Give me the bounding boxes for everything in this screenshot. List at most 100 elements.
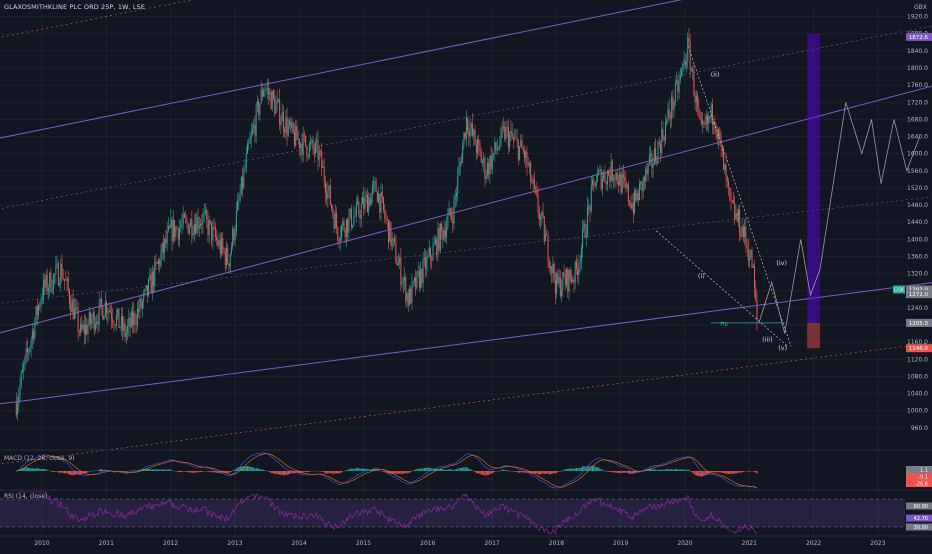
candle-body [361, 204, 362, 218]
macd-histogram-bar [655, 470, 656, 471]
macd-histogram-bar [451, 470, 452, 471]
candle-body [331, 205, 332, 209]
candle-body [684, 60, 685, 64]
candle-body [251, 134, 252, 140]
x-tick-label: 2022 [806, 540, 821, 547]
candle-body [457, 175, 458, 194]
macd-histogram-bar [268, 471, 269, 472]
candle-body [533, 179, 534, 183]
candle-body [706, 116, 707, 125]
candle-body [189, 227, 190, 233]
candle-body [183, 214, 184, 223]
candle-body [316, 140, 317, 142]
candle-body [366, 195, 367, 197]
wave-label: (iii) [762, 335, 773, 343]
candle-body [357, 202, 358, 204]
macd-histogram-bar [523, 471, 524, 472]
candle-body [723, 151, 724, 170]
candle-body [695, 95, 696, 102]
macd-histogram-bar [729, 471, 730, 474]
candle-body [478, 140, 479, 145]
macd-histogram-bar [577, 468, 578, 471]
macd-histogram-bar [492, 471, 493, 473]
macd-histogram-bar [44, 469, 45, 471]
macd-histogram-bar [740, 471, 741, 473]
macd-histogram-bar [732, 471, 733, 474]
macd-histogram-bar [573, 469, 574, 471]
candle-body [130, 318, 131, 327]
candle-body [534, 179, 535, 187]
macd-histogram-bar [682, 469, 683, 471]
candle-body [372, 186, 373, 194]
macd-histogram-bar [329, 471, 330, 473]
macd-histogram-bar [41, 469, 42, 471]
candle-body [484, 158, 485, 179]
candle-body [541, 212, 542, 216]
candle-body [754, 266, 755, 287]
candle-body [560, 277, 561, 296]
candle-body [440, 224, 441, 250]
macd-histogram-bar [325, 471, 326, 473]
candle-body [734, 203, 735, 219]
macd-histogram-bar [149, 469, 150, 471]
candle-body [530, 163, 531, 183]
candle-body [245, 168, 246, 170]
candle-body [204, 212, 205, 214]
candle-body [591, 185, 592, 211]
macd-histogram-bar [228, 471, 229, 473]
macd-histogram-bar [619, 471, 620, 473]
candle-body [444, 230, 445, 239]
candle-body [518, 141, 519, 160]
candle-body [596, 182, 597, 187]
macd-histogram-bar [253, 468, 254, 471]
candle-body [96, 322, 97, 324]
candle-body [513, 138, 514, 140]
macd-histogram-bar [419, 469, 420, 471]
candle-body [303, 133, 304, 155]
macd-histogram-bar [335, 471, 336, 473]
candle-body [384, 210, 385, 218]
x-tick-label: 2021 [742, 540, 757, 547]
candle-body [296, 126, 297, 140]
candle-body [436, 239, 437, 255]
candle-body [524, 151, 525, 158]
candle-body [181, 223, 182, 226]
macd-pane-label[interactable]: MACD (12, 26, close, 9) [4, 455, 75, 462]
macd-histogram-bar [429, 468, 430, 471]
candle-body [283, 112, 284, 129]
candle-body [664, 138, 665, 140]
candle-body [460, 162, 461, 166]
macd-histogram-bar [410, 471, 411, 472]
macd-histogram-bar [501, 470, 502, 471]
candle-body [379, 194, 380, 213]
macd-histogram-bar [53, 471, 54, 472]
candle-body [137, 309, 138, 325]
macd-histogram-bar [414, 470, 415, 471]
candle-body [134, 313, 135, 324]
candle-body [637, 193, 638, 200]
y-tick-label: 1320.0 [907, 271, 928, 278]
x-tick-label: 2017 [484, 540, 499, 547]
macd-histogram-bar [273, 471, 274, 473]
macd-histogram-bar [447, 470, 448, 471]
rsi-pane-label[interactable]: RSI (14, close) [4, 493, 47, 500]
macd-histogram-bar [698, 471, 699, 476]
candle-body [402, 283, 403, 284]
candle-body [643, 177, 644, 191]
candle-body [271, 92, 272, 110]
macd-histogram-bar [692, 471, 693, 472]
candle-body [243, 170, 244, 188]
macd-histogram-bar [538, 471, 539, 474]
candle-body [407, 293, 408, 301]
target-zone [807, 34, 820, 323]
candle-body [635, 190, 636, 200]
macd-histogram-bar [153, 470, 154, 471]
macd-histogram-bar [697, 471, 698, 476]
macd-histogram-bar [167, 470, 168, 471]
candle-body [650, 153, 651, 155]
macd-histogram-bar [423, 468, 424, 471]
macd-badge-label: -26.6 [915, 482, 928, 488]
candle-body [733, 201, 734, 203]
